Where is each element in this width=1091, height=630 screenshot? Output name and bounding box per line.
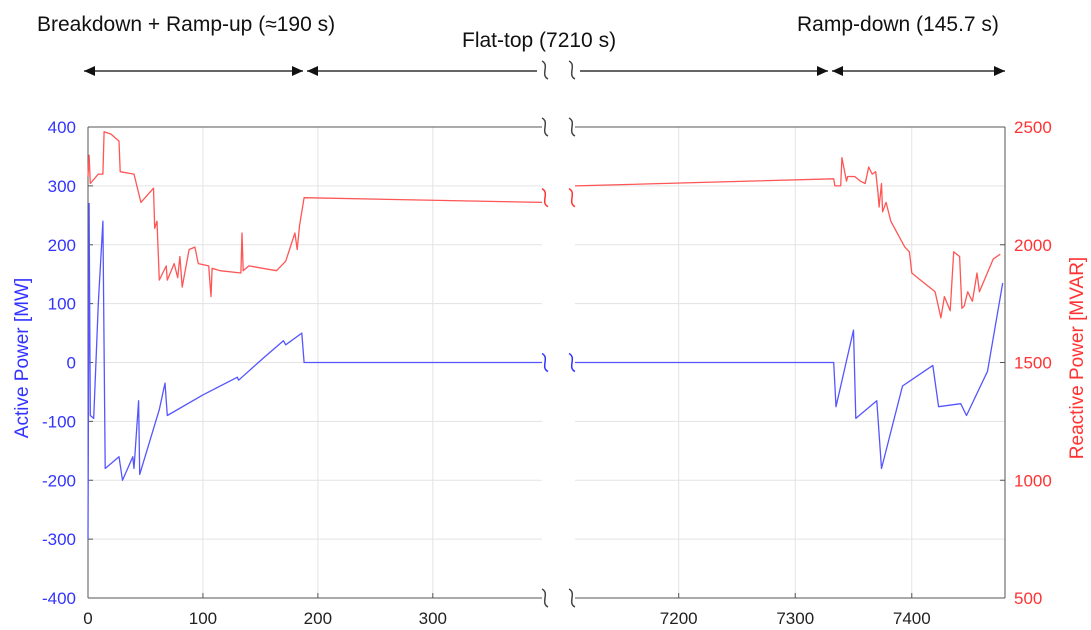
- arrowhead: [307, 66, 318, 76]
- axis-break-mark: [568, 187, 576, 208]
- x-tick-label: 7200: [660, 609, 698, 628]
- axis-break-marks: [541, 60, 576, 608]
- grid: [88, 127, 1005, 598]
- y-right-tick-label: 1500: [1014, 354, 1052, 373]
- active-power-line: [87, 202, 542, 540]
- x-tick-label: 200: [304, 609, 332, 628]
- axes-frame: [87, 126, 1006, 599]
- y-left-tick-label: -400: [42, 589, 76, 608]
- phase-arrows: [84, 66, 1005, 76]
- y-left-tick-label: 0: [67, 354, 76, 373]
- axis-break-mark: [541, 60, 549, 80]
- y-right-tick-label: 2500: [1014, 118, 1052, 137]
- active-power-line: [575, 282, 1004, 470]
- arrowhead: [994, 66, 1005, 76]
- axis-break-mark: [568, 352, 576, 373]
- axis-break-mark: [568, 117, 576, 137]
- y-left-tick-label: 100: [48, 295, 76, 314]
- x-tick-label: 0: [83, 609, 92, 628]
- y-left-tick-label: 400: [48, 118, 76, 137]
- reactive-power-line: [87, 131, 543, 298]
- y-right-axis-label: Reactive Power [MVAR]: [1067, 257, 1088, 459]
- axis-break-mark: [541, 588, 549, 608]
- tick-labels: -400-300-200-100010020030040050010001500…: [42, 118, 1052, 628]
- phase-label-rampdown: Ramp-down (145.7 s): [797, 13, 999, 36]
- phase-label-flattop: Flat-top (7210 s): [462, 29, 616, 52]
- arrowhead: [84, 66, 95, 76]
- y-left-axis-label: Active Power [MW]: [12, 278, 33, 438]
- y-right-tick-label: 2000: [1014, 236, 1052, 255]
- arrowhead: [292, 66, 303, 76]
- arrowhead: [817, 66, 828, 76]
- arrowhead: [832, 66, 843, 76]
- series-layer: [87, 131, 1004, 540]
- y-left-tick-label: -200: [42, 471, 76, 490]
- x-tick-label: 100: [189, 609, 217, 628]
- axis-break-mark: [568, 588, 576, 608]
- axis-break-mark: [568, 60, 576, 80]
- y-right-tick-label: 500: [1014, 589, 1042, 608]
- y-left-tick-label: -300: [42, 530, 76, 549]
- axis-break-mark: [541, 352, 549, 373]
- y-left-tick-label: -100: [42, 412, 76, 431]
- axis-break-mark: [541, 117, 549, 137]
- x-tick-label: 7400: [893, 609, 931, 628]
- x-tick-label: 7300: [776, 609, 814, 628]
- reactive-power-line: [574, 156, 1001, 319]
- x-tick-label: 300: [419, 609, 447, 628]
- axis-break-mark: [541, 187, 549, 208]
- y-left-tick-label: 300: [48, 177, 76, 196]
- phase-label-rampup: Breakdown + Ramp-up (≈190 s): [37, 13, 335, 36]
- y-right-tick-label: 1000: [1014, 471, 1052, 490]
- y-left-tick-label: 200: [48, 236, 76, 255]
